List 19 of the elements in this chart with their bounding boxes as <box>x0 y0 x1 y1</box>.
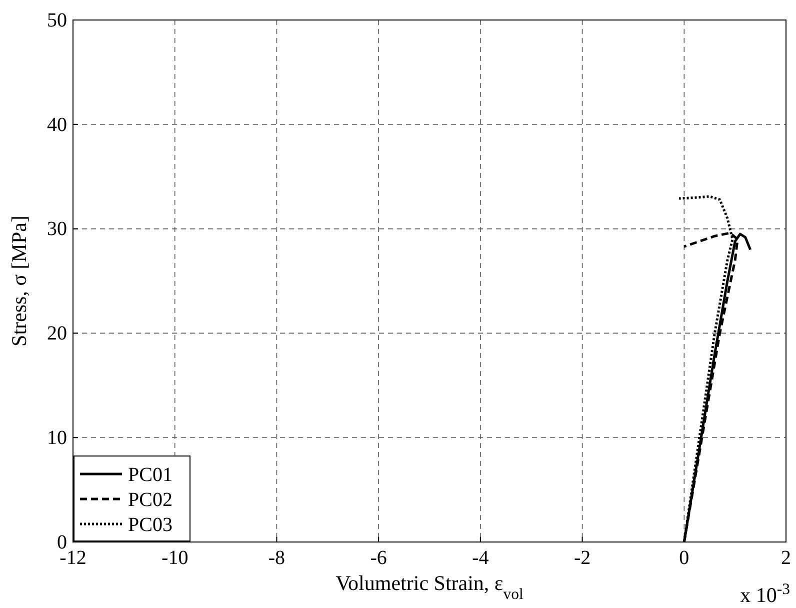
y-tick-label: 20 <box>47 322 67 345</box>
y-tick-label: 50 <box>47 9 67 32</box>
x-tick-label: -10 <box>162 547 188 570</box>
text: x 10$^{-3}$ <box>740 580 790 607</box>
x-tick-label: 2 <box>781 547 791 570</box>
legend-label: PC01 <box>128 464 172 486</box>
x-tick-label: -4 <box>472 547 489 570</box>
legend-label: PC02 <box>128 489 172 511</box>
x-tick-label: -8 <box>268 547 286 570</box>
x-tick-label: -6 <box>370 547 387 570</box>
y-tick-label: 30 <box>47 218 67 240</box>
x-tick-label: 0 <box>679 547 690 570</box>
x-tick-label: -2 <box>574 547 591 570</box>
x-axis-title: Volumetric Strain, ε$_{vol}$ <box>336 571 524 602</box>
y-axis-title: Stress, σ [MPa] <box>7 216 31 346</box>
y-tick-label: 0 <box>57 531 67 554</box>
y-tick-label: 40 <box>47 114 67 136</box>
y-tick-label: 10 <box>47 427 67 449</box>
legend-label: PC03 <box>128 514 172 536</box>
